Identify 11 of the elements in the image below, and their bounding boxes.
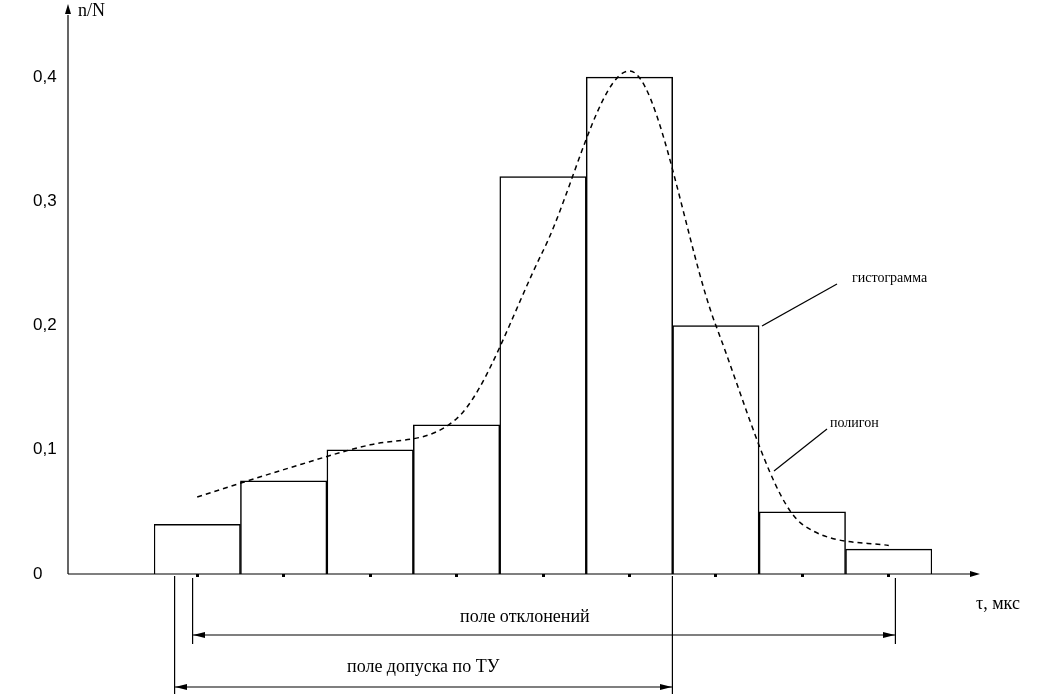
annotation: гистограмма [852,270,928,286]
y-tick-label: 0,1 [33,439,57,459]
y-tick-label: 0,2 [33,315,57,335]
y-tick-label: 0 [33,563,43,583]
x-axis-title: τ, мкс [976,592,1020,613]
y-tick-label: 0,4 [33,66,57,86]
annotation: полигон [830,415,879,431]
y-axis-title: n/N [78,0,105,20]
text: поле отклонений [460,606,590,627]
y-tick-label: 0,3 [33,191,57,211]
text: поле допуска по ТУ [347,656,500,677]
